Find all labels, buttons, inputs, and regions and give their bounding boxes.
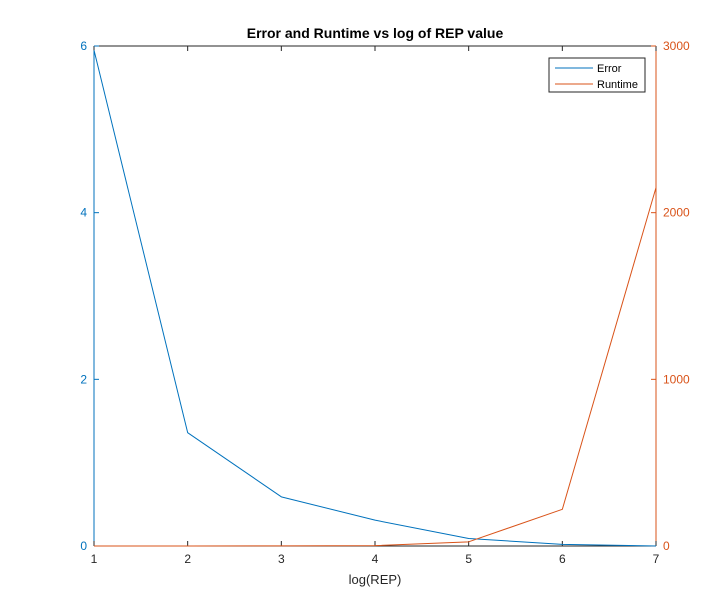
x-axis-label: log(REP) [349,572,402,587]
left-y-tick-label: 2 [80,372,87,386]
left-y-tick-label: 0 [80,539,87,553]
right-y-tick-label: 3000 [663,39,690,53]
x-tick-label: 2 [184,552,191,566]
series-layer [93,50,657,547]
left-y-tick-label: 6 [80,39,87,53]
right-y-tick-label: 0 [663,539,670,553]
chart-title: Error and Runtime vs log of REP value [247,25,504,41]
x-tick-label: 7 [653,552,660,566]
x-tick-label: 3 [278,552,285,566]
right-y-tick-label: 2000 [663,206,690,220]
legend-label-error: Error [597,63,622,75]
right-y-tick-label: 1000 [663,372,690,386]
legend-label-runtime: Runtime [597,79,638,91]
legend-box [548,57,646,93]
x-tick-label: 4 [372,552,379,566]
plot-area [94,46,656,546]
legend: Error Runtime [548,57,646,93]
left-y-tick-label: 4 [80,206,87,220]
x-tick-label: 1 [91,552,98,566]
series-line-runtime [93,187,657,547]
series-line-error [93,50,657,547]
x-tick-label: 5 [465,552,472,566]
x-tick-label: 6 [559,552,566,566]
